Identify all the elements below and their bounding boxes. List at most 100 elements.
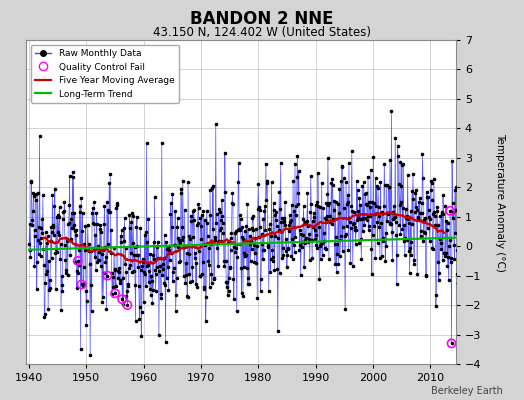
Point xyxy=(59,209,68,215)
Point xyxy=(391,135,399,141)
Point xyxy=(443,263,452,269)
Point xyxy=(421,215,429,221)
Point xyxy=(116,280,124,286)
Point xyxy=(366,204,374,210)
Point xyxy=(422,273,431,280)
Point xyxy=(135,282,143,289)
Point xyxy=(336,177,345,184)
Point xyxy=(111,267,119,273)
Point xyxy=(103,199,111,206)
Point xyxy=(137,266,145,273)
Point xyxy=(161,282,169,289)
Point xyxy=(206,187,214,194)
Point xyxy=(298,243,307,250)
Point xyxy=(165,287,173,293)
Point xyxy=(230,244,238,250)
Point xyxy=(152,244,161,250)
Point xyxy=(444,220,452,227)
Point xyxy=(370,200,378,206)
Point xyxy=(438,257,446,264)
Point xyxy=(402,214,410,221)
Point xyxy=(138,263,146,269)
Point xyxy=(220,258,228,264)
Point xyxy=(77,346,85,352)
Point xyxy=(439,210,447,217)
Point xyxy=(32,196,40,203)
Point xyxy=(214,262,222,269)
Point xyxy=(237,264,245,271)
Point xyxy=(146,250,155,257)
Point xyxy=(401,252,409,258)
Point xyxy=(282,248,290,254)
Point xyxy=(279,252,287,258)
Point xyxy=(227,234,235,241)
Point xyxy=(125,265,133,272)
Point xyxy=(453,247,461,253)
Point xyxy=(122,268,130,275)
Point xyxy=(84,222,92,228)
Point xyxy=(408,188,416,194)
Point xyxy=(419,238,428,244)
Point xyxy=(411,209,419,215)
Point xyxy=(236,216,245,222)
Point xyxy=(116,277,124,283)
Point xyxy=(266,221,274,228)
Point xyxy=(304,236,313,242)
Point xyxy=(363,213,372,219)
Point xyxy=(40,262,48,269)
Point xyxy=(400,238,408,244)
Point xyxy=(285,228,293,234)
Point xyxy=(372,203,380,209)
Point xyxy=(242,223,250,229)
Point xyxy=(304,239,312,245)
Point xyxy=(411,204,420,210)
Point xyxy=(256,207,264,214)
Point xyxy=(315,204,324,210)
Point xyxy=(379,238,387,244)
Point xyxy=(278,244,287,251)
Point xyxy=(301,240,310,246)
Point xyxy=(377,220,386,226)
Point xyxy=(65,202,73,208)
Point xyxy=(248,224,256,231)
Point xyxy=(440,250,448,256)
Point xyxy=(288,236,296,242)
Point xyxy=(318,180,326,187)
Point xyxy=(139,299,148,305)
Point xyxy=(384,211,392,217)
Point xyxy=(114,274,123,281)
Point xyxy=(217,224,225,231)
Point xyxy=(277,160,285,166)
Point xyxy=(226,265,234,271)
Point xyxy=(167,250,176,256)
Point xyxy=(181,280,189,286)
Point xyxy=(450,242,458,248)
Point xyxy=(156,255,164,261)
Point xyxy=(322,200,331,206)
Point xyxy=(283,245,292,251)
Point xyxy=(165,243,173,249)
Point xyxy=(355,240,363,246)
Point xyxy=(83,298,91,304)
Point xyxy=(404,215,412,222)
Point xyxy=(272,223,281,229)
Point xyxy=(174,244,182,250)
Point xyxy=(328,221,336,228)
Point xyxy=(276,206,285,212)
Point xyxy=(338,164,346,170)
Point xyxy=(450,256,458,263)
Point xyxy=(49,224,58,230)
Point xyxy=(364,227,373,233)
Point xyxy=(350,209,358,216)
Point xyxy=(176,258,184,264)
Point xyxy=(271,233,279,239)
Point xyxy=(137,333,146,340)
Point xyxy=(93,259,102,265)
Point xyxy=(111,290,119,296)
Point xyxy=(128,269,136,276)
Point xyxy=(217,238,226,244)
Point xyxy=(67,236,75,243)
Point xyxy=(147,272,156,279)
Point xyxy=(386,157,394,163)
Point xyxy=(447,340,456,346)
